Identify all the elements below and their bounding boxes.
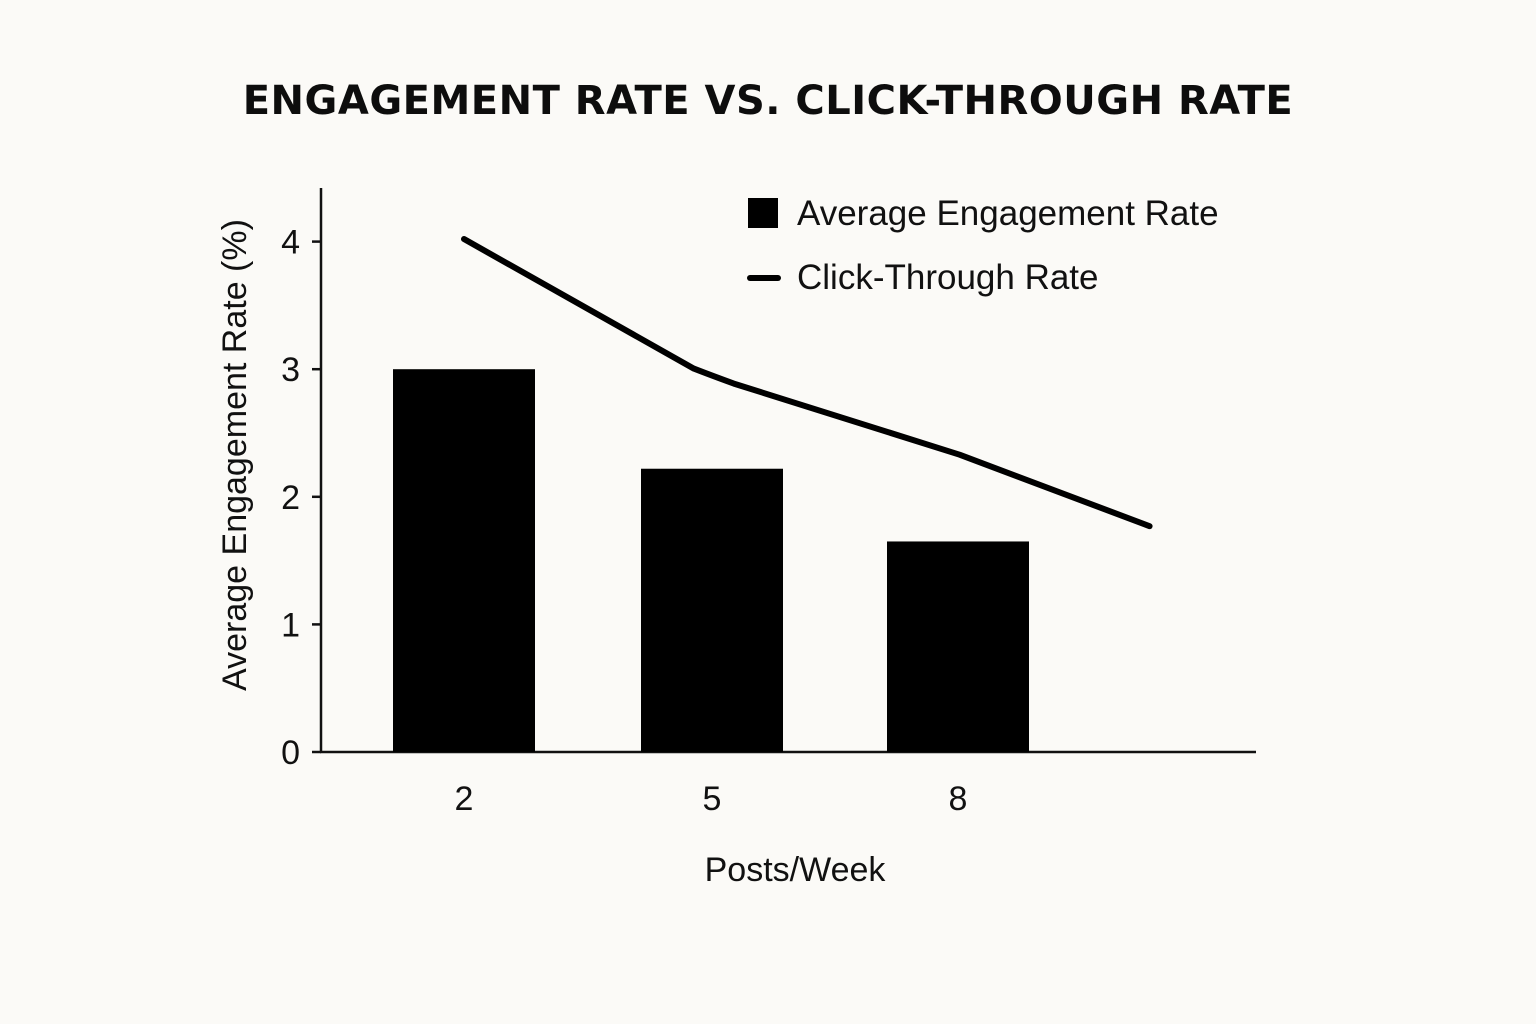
y-tick-label-1: 1 [281, 606, 300, 644]
bar-8 [887, 541, 1029, 752]
bar-2 [393, 369, 535, 752]
x-tick-label-2: 2 [455, 780, 474, 818]
x-axis-label: Posts/Week [705, 851, 887, 889]
x-tick-label-8: 8 [949, 780, 968, 818]
legend-line-label: Click-Through Rate [797, 258, 1099, 297]
x-tick-label-5: 5 [703, 780, 722, 818]
ctr-line [461, 236, 1153, 530]
legend-bar-swatch [748, 198, 778, 228]
chart-title: ENGAGEMENT RATE VS. CLICK-THROUGH RATE [242, 78, 1294, 124]
ctr-line-series [461, 236, 1153, 530]
y-tick-label-0: 0 [281, 734, 300, 772]
legend-bar-label: Average Engagement Rate [797, 194, 1219, 233]
bars [393, 369, 1029, 752]
y-tick-label-2: 2 [281, 479, 300, 517]
y-ticks: 0 1 2 3 4 [281, 224, 321, 772]
x-ticks: 2 5 8 [455, 780, 968, 818]
bar-5 [641, 468, 783, 752]
y-axis-label: Average Engagement Rate (%) [216, 219, 254, 691]
legend: Average Engagement Rate Click-Through Ra… [747, 194, 1219, 297]
y-tick-label-3: 3 [281, 351, 300, 389]
y-tick-label-4: 4 [281, 224, 300, 262]
